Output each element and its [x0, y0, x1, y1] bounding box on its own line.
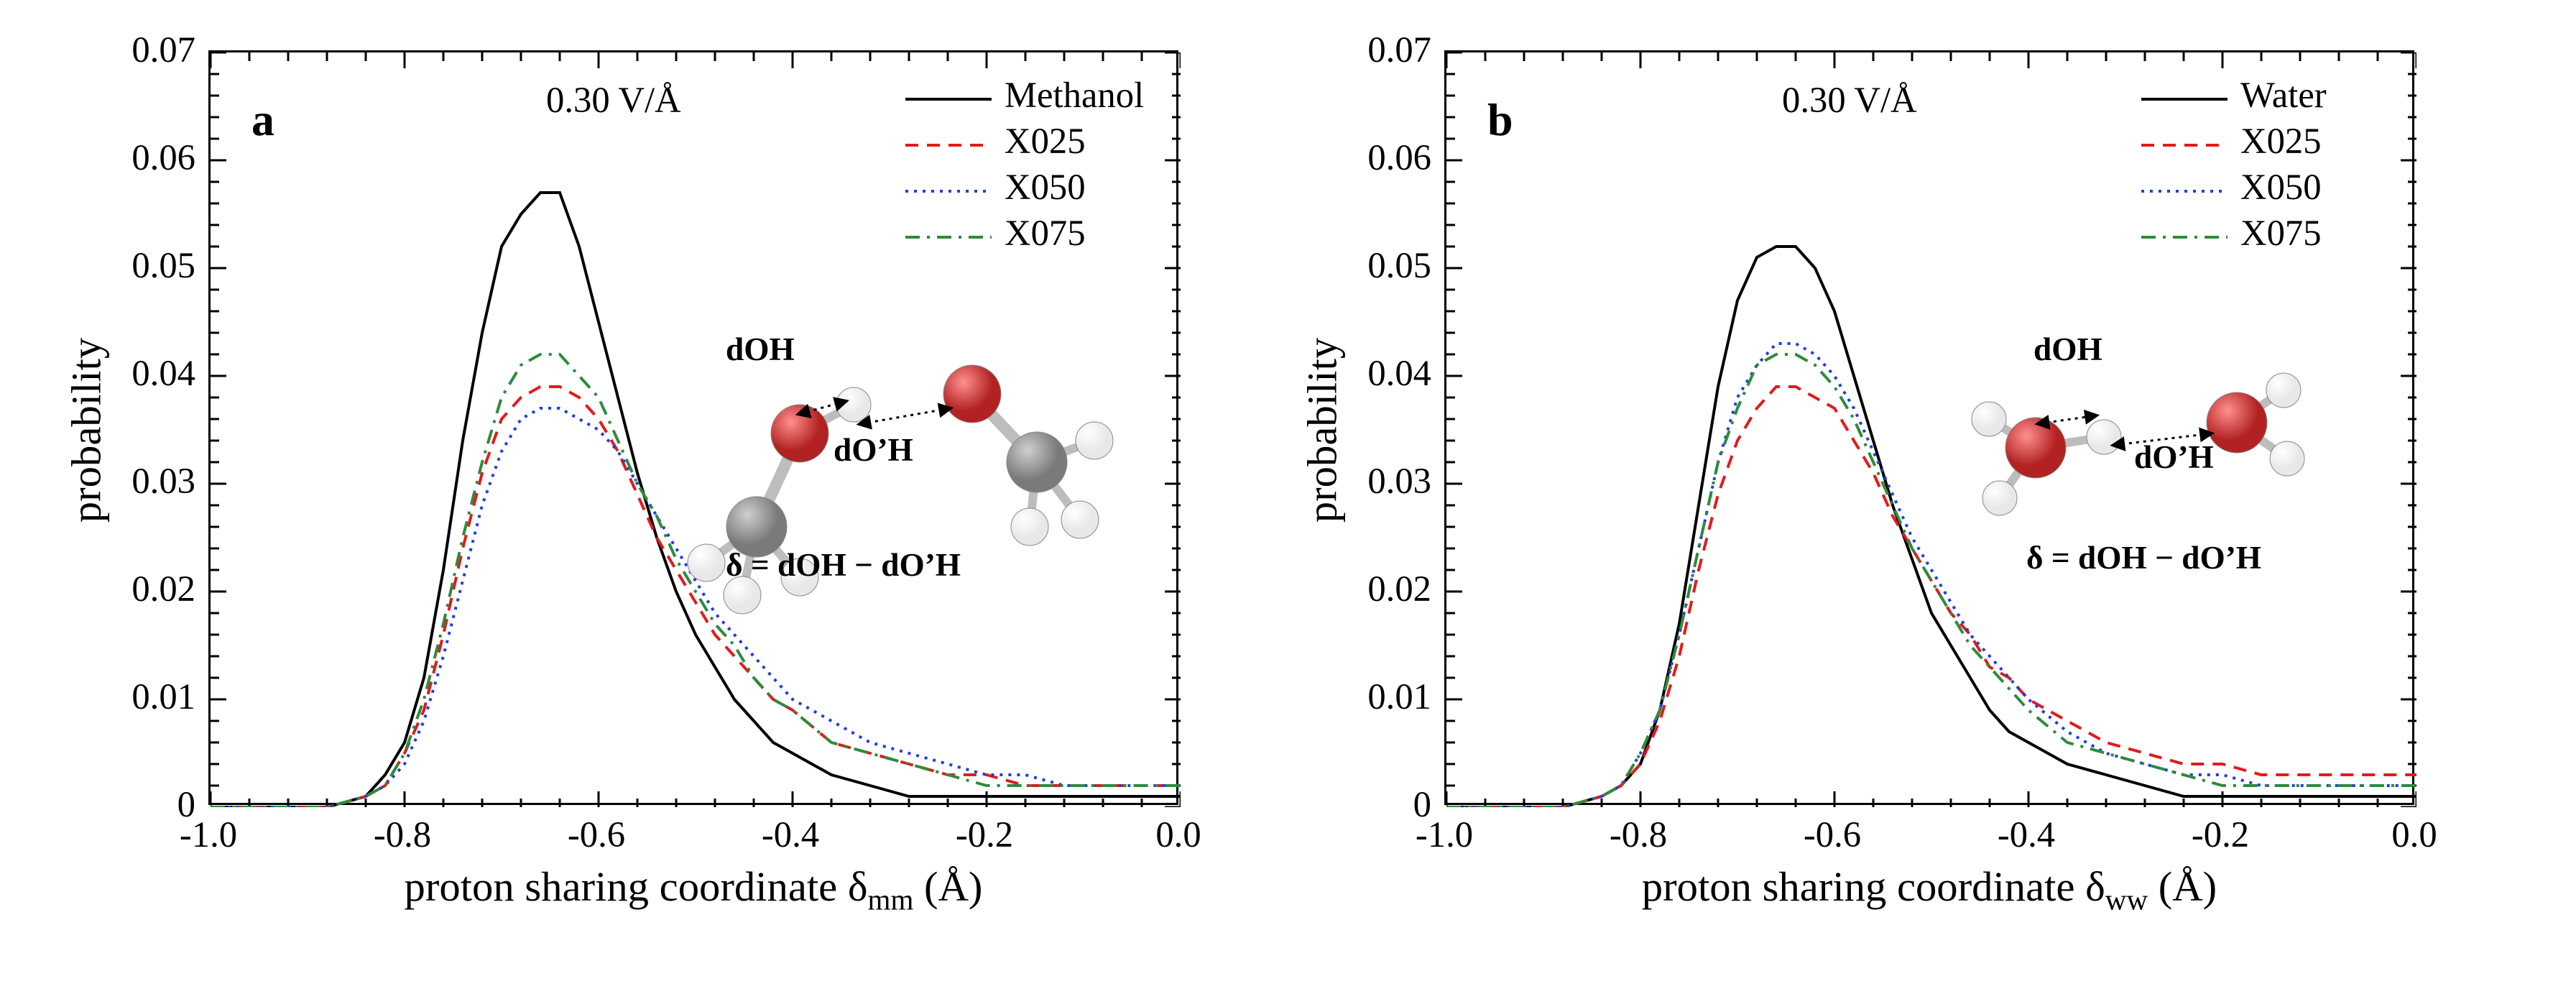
legend-swatch: [905, 172, 992, 201]
legend-label: X050: [2240, 166, 2322, 208]
series-water: [1446, 247, 2416, 807]
legend-label: Water: [2240, 74, 2327, 116]
y-tick-label: 0.07: [95, 29, 195, 70]
series-x050: [1446, 344, 2416, 807]
legend-item: X075: [905, 210, 1144, 256]
y-axis-label: probability: [1298, 287, 1347, 574]
legend-item: X075: [2141, 210, 2327, 256]
y-tick-label: 0.02: [95, 568, 195, 610]
panel-letter: a: [251, 93, 274, 147]
x-tick-label: -0.8: [363, 814, 442, 855]
legend-swatch: [905, 126, 992, 155]
y-tick-label: 0.06: [95, 137, 195, 178]
x-tick-label: -0.6: [557, 814, 636, 855]
legend-label: X025: [1005, 120, 1086, 162]
y-tick-label: 0.07: [1331, 29, 1431, 70]
doh-label: dOH: [726, 331, 795, 368]
y-tick-label: 0.05: [95, 244, 195, 286]
legend-label: X050: [1005, 166, 1086, 208]
legend-label: Methanol: [1005, 74, 1144, 116]
doprimeh-label: dO’H: [834, 431, 913, 469]
legend-item: X025: [905, 118, 1144, 164]
panel-a: a0.30 V/Åδ = dOH − dO’HdOHdO’H-1.0-0.8-0…: [43, 29, 1193, 949]
legend-label: X025: [2240, 120, 2322, 162]
figure-row: a0.30 V/Åδ = dOH − dO’HdOHdO’H-1.0-0.8-0…: [0, 0, 2576, 978]
legend-item: X025: [2141, 118, 2327, 164]
y-axis-label: probability: [63, 287, 111, 574]
x-tick-label: -0.2: [945, 814, 1024, 855]
y-tick-label: 0.01: [95, 676, 195, 717]
legend-swatch: [905, 218, 992, 247]
x-axis-label: proton sharing coordinate δww (Å): [1444, 862, 2414, 917]
formula-annotation: δ = dOH − dO’H: [726, 546, 961, 584]
x-tick-label: -0.4: [751, 814, 830, 855]
y-tick-label: 0.01: [1331, 676, 1431, 717]
legend-swatch: [2141, 218, 2228, 247]
panel-letter: b: [1487, 93, 1513, 147]
legend-item: Methanol: [905, 72, 1144, 118]
legend-swatch: [2141, 126, 2228, 155]
x-tick-label: -0.8: [1599, 814, 1678, 855]
legend-swatch: [2141, 80, 2228, 109]
y-tick-label: 0.05: [1331, 244, 1431, 286]
y-tick-label: 0: [1331, 783, 1431, 825]
y-tick-label: 0.02: [1331, 568, 1431, 610]
legend-label: X075: [2240, 212, 2322, 254]
x-tick-label: 0.0: [1139, 814, 1218, 855]
y-tick-label: 0.06: [1331, 137, 1431, 178]
legend-item: Water: [2141, 72, 2327, 118]
legend-swatch: [2141, 172, 2228, 201]
y-tick-label: 0: [95, 783, 195, 825]
doh-label: dOH: [2033, 331, 2102, 368]
x-tick-label: -0.4: [1987, 814, 2066, 855]
x-tick-label: -0.2: [2181, 814, 2260, 855]
x-axis-label: proton sharing coordinate δmm (Å): [208, 862, 1178, 917]
legend-swatch: [905, 80, 992, 109]
legend: WaterX025X050X075: [2141, 72, 2327, 256]
legend-item: X050: [2141, 164, 2327, 210]
doprimeh-label: dO’H: [2134, 438, 2214, 476]
formula-annotation: δ = dOH − dO’H: [2026, 539, 2261, 576]
series-x075: [211, 354, 1181, 807]
legend: MethanolX025X050X075: [905, 72, 1144, 256]
field-annotation: 0.30 V/Å: [546, 79, 681, 121]
field-annotation: 0.30 V/Å: [1782, 79, 1917, 121]
legend-label: X075: [1005, 212, 1086, 254]
x-tick-label: 0.0: [2375, 814, 2454, 855]
legend-item: X050: [905, 164, 1144, 210]
x-tick-label: -0.6: [1793, 814, 1872, 855]
panel-b: b0.30 V/Åδ = dOH − dO’HdOHdO’H-1.0-0.8-0…: [1279, 29, 2429, 949]
